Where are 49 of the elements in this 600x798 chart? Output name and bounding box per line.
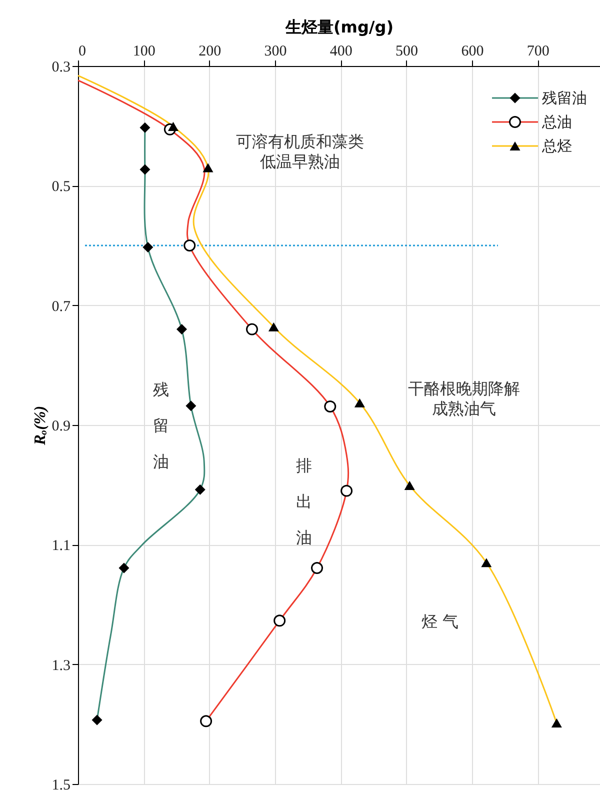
legend-label: 残留油 (542, 89, 587, 107)
point (184, 240, 196, 252)
x-tick-label: 200 (198, 44, 222, 60)
x-tick-label: 100 (132, 44, 156, 60)
point (168, 122, 178, 131)
annotation: 排出油 (296, 456, 312, 547)
point (186, 400, 196, 412)
legend-label: 总烃 (541, 137, 572, 155)
point (404, 480, 415, 490)
point (324, 400, 336, 412)
point (118, 562, 130, 574)
point (200, 715, 212, 728)
point (311, 562, 323, 574)
y-tick-label: 0.9 (52, 418, 70, 434)
annotation: 残留油 (153, 380, 169, 471)
x-tick-label: 0 (78, 44, 86, 60)
point (246, 323, 258, 336)
x-tick-label: 400 (330, 44, 352, 60)
y-tick-label: 1.5 (52, 778, 70, 794)
annotation: 干酪根晚期降解 (408, 379, 520, 398)
y-tick-label: 1.1 (52, 538, 70, 554)
point (92, 714, 102, 726)
point (194, 484, 206, 495)
legend-label: 总油 (541, 113, 572, 131)
point (202, 163, 214, 172)
x-tick-label: 700 (526, 44, 550, 60)
point (142, 242, 154, 253)
point (551, 718, 562, 728)
point (274, 614, 286, 627)
annotation: 可溶有机质和藻类 (236, 132, 364, 151)
x-tick-label: 600 (461, 44, 484, 60)
annotation: 成熟油气 (432, 399, 496, 418)
x-tick-label: 500 (396, 44, 418, 60)
annotation: 烃 气 (421, 612, 459, 631)
x-tick-label: 300 (264, 44, 287, 60)
x-axis-title: 生烃量(mg/g) (284, 18, 394, 36)
point (268, 322, 279, 332)
point (140, 164, 150, 175)
y-tick-label: 0.5 (52, 179, 70, 196)
y-axis-title: Rₒ(%) (32, 406, 49, 446)
y-tick-label: 0.7 (52, 298, 71, 315)
point (176, 324, 187, 335)
point (340, 484, 353, 497)
y-tick-label: 1.3 (52, 658, 70, 674)
y-tick-label: 0.3 (52, 60, 70, 76)
point (481, 558, 492, 568)
annotation: 低温早熟油 (260, 152, 340, 171)
point (354, 398, 365, 408)
point (140, 122, 150, 133)
